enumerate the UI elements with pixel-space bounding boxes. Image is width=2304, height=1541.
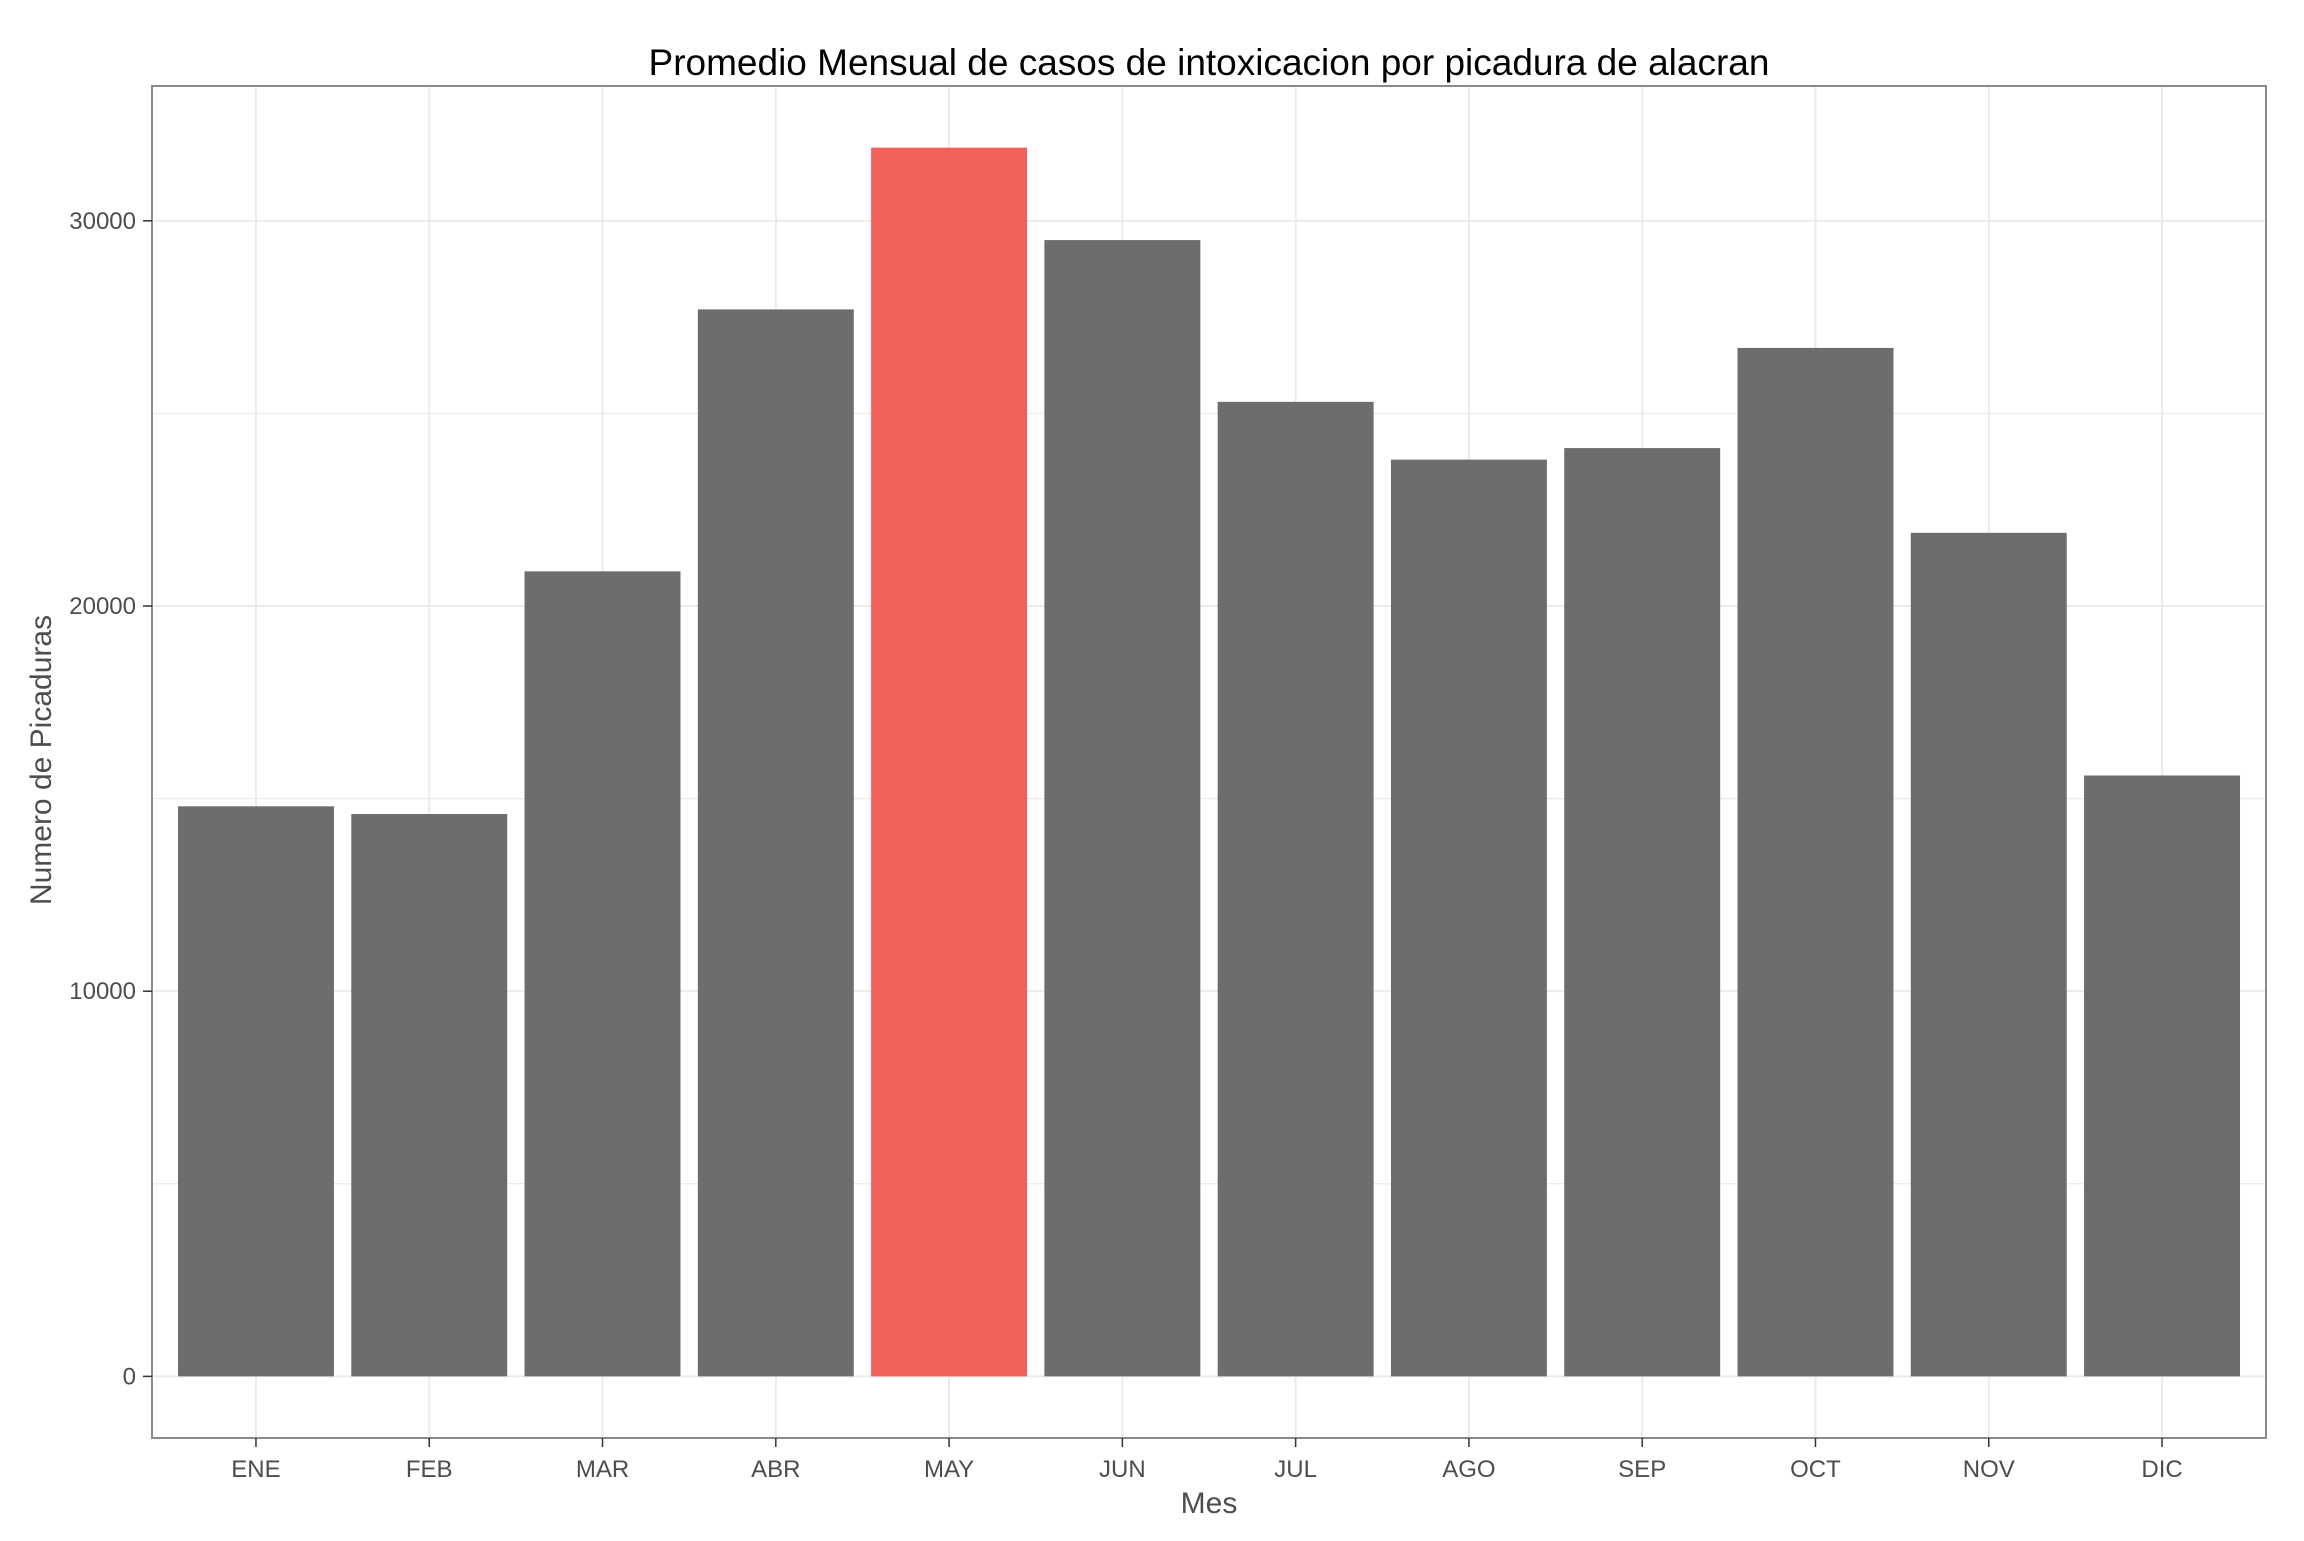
y-tick-label: 30000 xyxy=(69,208,136,235)
x-tick-label: NOV xyxy=(1963,1456,2015,1483)
bar-may xyxy=(871,147,1028,1377)
bars xyxy=(177,147,2241,1377)
bar-dic xyxy=(2084,775,2241,1377)
x-tick-label: MAY xyxy=(924,1456,974,1483)
x-tick-label: OCT xyxy=(1790,1456,1841,1483)
x-tick-label: FEB xyxy=(406,1456,453,1483)
x-tick-label: SEP xyxy=(1618,1456,1666,1483)
x-axis-ticks: ENE FEB MAR ABR MAY JUN JUL AGO SEP OCT NOV DIC xyxy=(231,1438,2183,1483)
x-tick-label: AGO xyxy=(1442,1456,1495,1483)
chart-title: Promedio Mensual de casos de intoxicacio… xyxy=(649,42,1770,83)
y-axis-title: Numero de Picaduras xyxy=(25,615,58,905)
x-tick-label: ABR xyxy=(751,1456,800,1483)
bar-mar xyxy=(524,571,681,1377)
plot-panel-border xyxy=(151,85,2267,1439)
bar-jul xyxy=(1217,401,1374,1377)
bar-abr xyxy=(697,309,854,1377)
bar-nov xyxy=(1910,532,2067,1377)
bar-jun xyxy=(1044,240,1201,1377)
y-axis-ticks: 0 10000 20000 30000 xyxy=(69,208,152,1390)
bar-feb xyxy=(351,814,508,1377)
y-tick-label: 0 xyxy=(123,1363,136,1390)
bar-sep xyxy=(1564,448,1721,1377)
x-axis-title: Mes xyxy=(1181,1487,1238,1520)
x-tick-label: ENE xyxy=(231,1456,280,1483)
x-tick-label: JUN xyxy=(1099,1456,1146,1483)
bar-ene xyxy=(177,806,334,1377)
bar-oct xyxy=(1737,347,1894,1377)
x-tick-label: DIC xyxy=(2141,1456,2182,1483)
y-tick-label: 10000 xyxy=(69,978,136,1005)
x-tick-label: MAR xyxy=(576,1456,629,1483)
bar-ago xyxy=(1390,459,1547,1377)
y-tick-label: 20000 xyxy=(69,593,136,620)
x-tick-label: JUL xyxy=(1274,1456,1317,1483)
